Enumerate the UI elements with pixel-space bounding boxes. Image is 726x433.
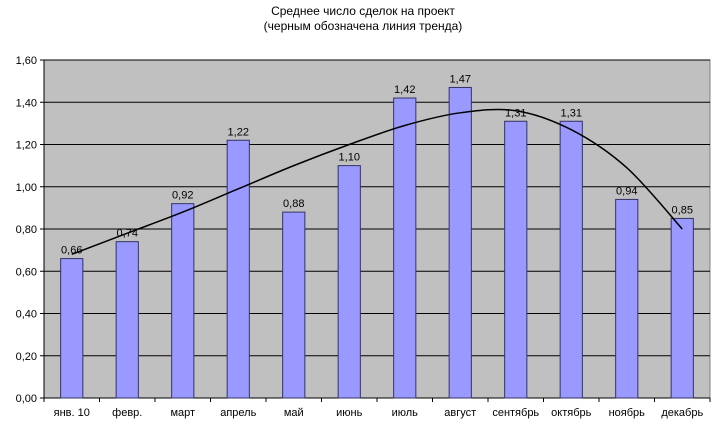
y-tick-label: 1,60 <box>16 55 37 67</box>
bar <box>171 203 195 399</box>
bar <box>60 258 84 399</box>
x-tick-label: декабрь <box>661 407 703 419</box>
y-tick-label: 0,20 <box>16 351 37 363</box>
bar <box>393 97 417 399</box>
x-tick-label: июнь <box>336 407 362 419</box>
bar <box>448 86 472 399</box>
y-tick-label: 0,40 <box>16 309 37 321</box>
y-tick-label: 0,00 <box>16 393 37 405</box>
bar <box>226 139 250 399</box>
x-tick-label: ноябрь <box>609 407 646 419</box>
x-tick-label: май <box>284 407 304 419</box>
bar <box>504 120 528 399</box>
data-label: 0,88 <box>283 198 304 210</box>
bar <box>337 165 361 399</box>
x-tick-label: август <box>444 407 476 419</box>
data-label: 1,42 <box>394 84 415 96</box>
y-tick-label: 1,00 <box>16 182 37 194</box>
bar <box>559 120 583 399</box>
data-label: 1,47 <box>450 73 471 85</box>
y-tick-label: 0,60 <box>16 266 37 278</box>
bar <box>282 211 306 399</box>
x-tick-label: июль <box>392 407 419 419</box>
chart-title: Среднее число сделок на проект <box>271 4 455 18</box>
data-label: 1,31 <box>561 107 582 119</box>
trendline <box>71 108 683 256</box>
data-label: 0,94 <box>616 185 637 197</box>
bar <box>115 241 139 399</box>
data-label: 0,85 <box>672 204 693 216</box>
bar <box>615 198 639 399</box>
data-label: 1,10 <box>339 152 360 164</box>
data-label: 1,31 <box>505 107 526 119</box>
x-tick-label: апрель <box>220 407 256 419</box>
x-tick-label: сентябрь <box>492 407 539 419</box>
data-label: 1,22 <box>228 126 249 138</box>
y-tick-label: 1,40 <box>16 97 37 109</box>
x-tick-label: март <box>170 407 195 419</box>
x-tick-label: октябрь <box>551 407 591 419</box>
data-label: 0,92 <box>172 190 193 202</box>
chart-subtitle: (черным обозначена линия тренда) <box>263 19 463 33</box>
bar <box>670 217 694 399</box>
x-tick-label: янв. 10 <box>54 407 90 419</box>
data-label: 0,66 <box>61 245 82 257</box>
y-tick-label: 1,20 <box>16 140 37 152</box>
y-tick-label: 0,80 <box>16 224 37 236</box>
x-tick-label: февр. <box>112 407 142 419</box>
